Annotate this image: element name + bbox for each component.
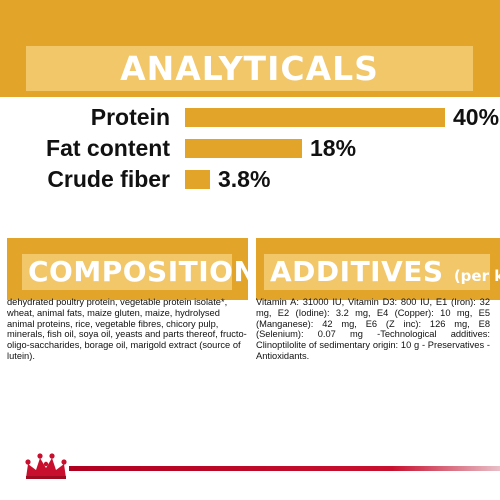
constituent-label: Crude fiber (47, 166, 170, 192)
constituent-value: 3.8% (218, 166, 271, 192)
additives-title-main: ADDITIVES (270, 255, 444, 288)
crown-icon (25, 453, 67, 479)
composition-header-box (22, 254, 232, 290)
constituent-value: 40% (453, 104, 500, 130)
constituent-row-fat: Fat content 18% (0, 133, 500, 163)
constituents-title: ANALYTICALS CONSTITUENTS (101, 49, 396, 133)
additives-title-suffix: (per kg) (453, 267, 500, 285)
additives-header-box (264, 254, 490, 290)
additives-title: ADDITIVES (per kg) (270, 254, 500, 290)
composition-title: COMPOSITION (28, 255, 258, 288)
constituents-header-box (26, 46, 473, 91)
constituent-label: Fat content (46, 135, 170, 161)
constituent-label: Protein (90, 104, 170, 130)
composition-text: dehydrated poultry protein, vegetable pr… (7, 297, 247, 361)
constituent-row-protein: Protein 40% (0, 102, 500, 132)
constituent-value: 18% (310, 135, 357, 161)
constituent-bar (185, 170, 210, 189)
constituent-bar (185, 139, 302, 158)
brand-line (69, 466, 500, 471)
constituent-row-fiber: Crude fiber 3.8% (0, 164, 500, 194)
additives-text: Vitamin A: 31000 IU, Vitamin D3: 800 IU,… (256, 297, 490, 361)
constituent-bar (185, 108, 445, 127)
